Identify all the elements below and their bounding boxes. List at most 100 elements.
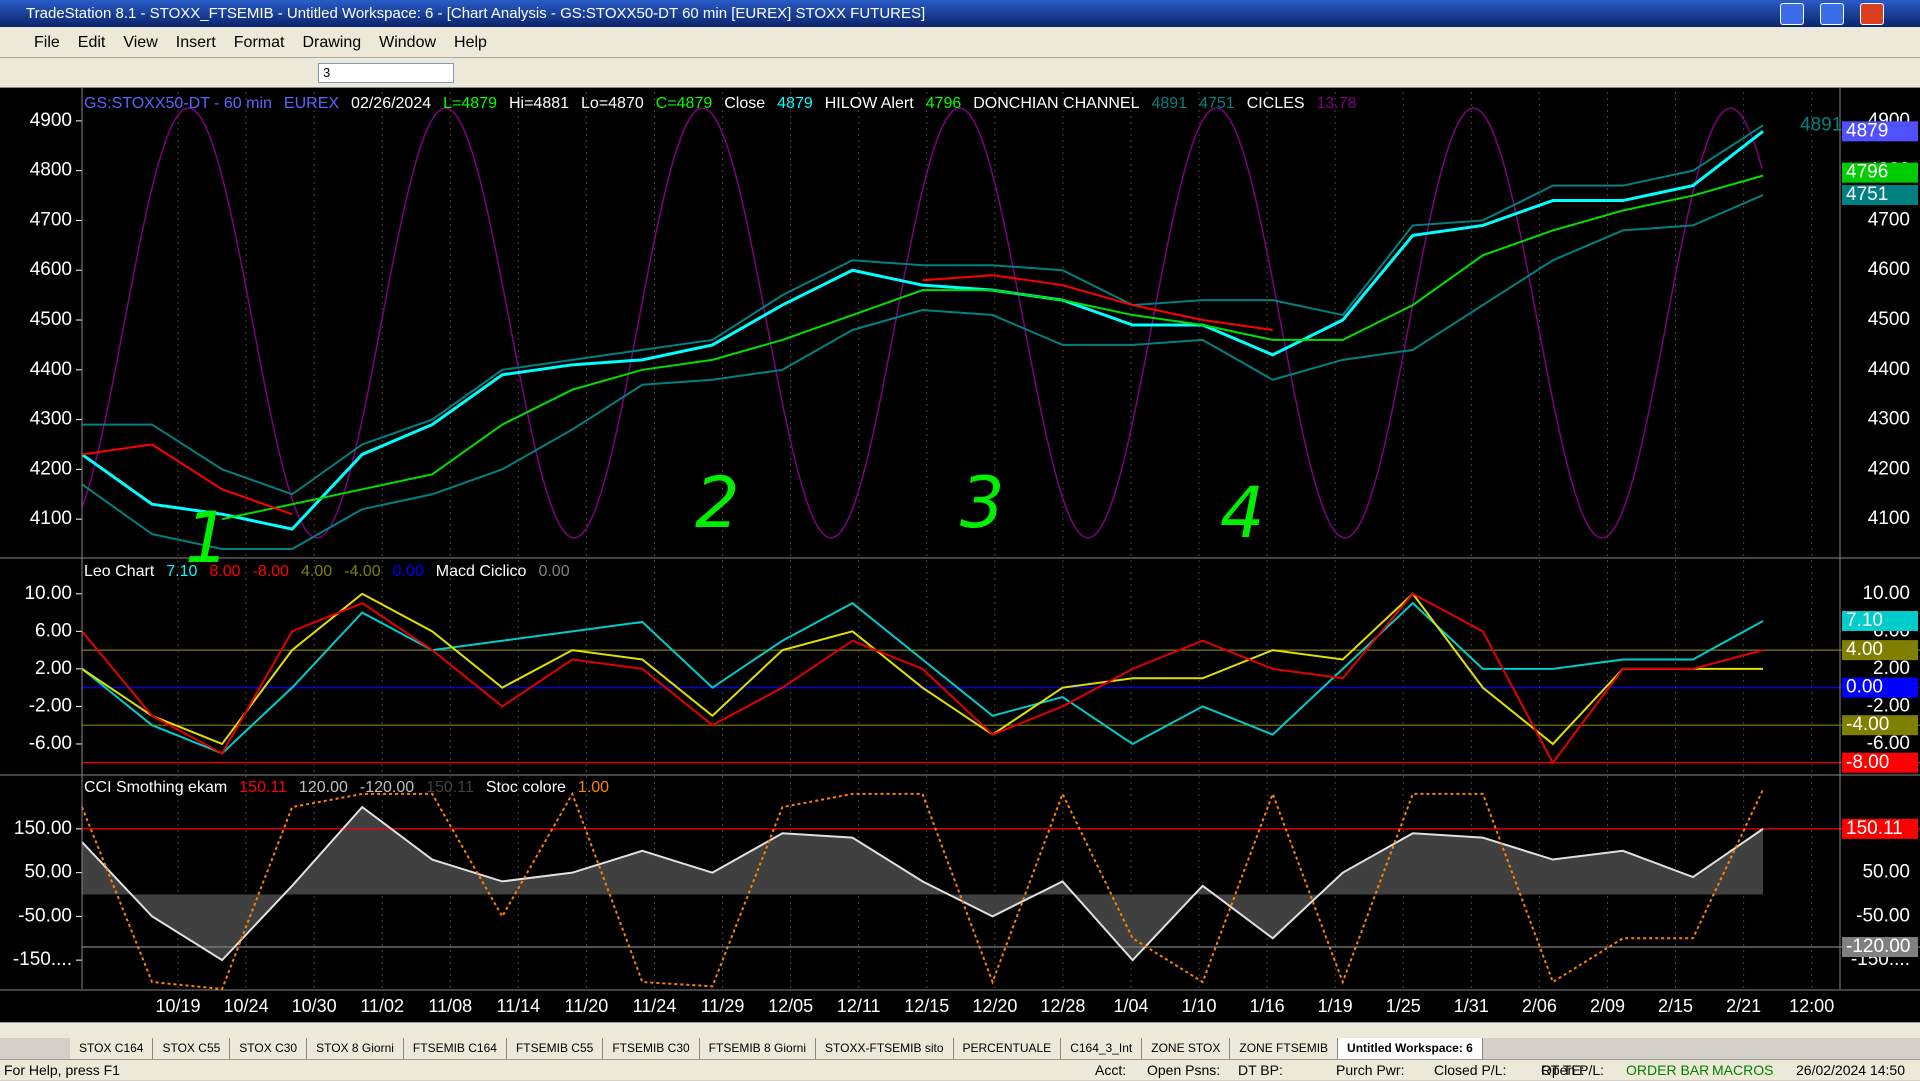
- y-tick-label: 4100: [30, 508, 72, 529]
- menu-item[interactable]: Window: [379, 34, 437, 51]
- hand-annotation: 1: [185, 497, 230, 579]
- cci-area: [82, 807, 1763, 961]
- value-flag-label: -120.00: [1846, 936, 1910, 957]
- menu-item[interactable]: Edit: [77, 34, 106, 51]
- y-tick-label: 4600: [30, 259, 72, 280]
- menu-item[interactable]: Drawing: [302, 34, 362, 51]
- y-tick-label: 4900: [30, 110, 72, 131]
- value-flag: [1842, 818, 1918, 839]
- y-tick-label: 2.00: [35, 658, 72, 679]
- date-label: 12/11: [837, 996, 881, 1016]
- title-bar: TradeStation 8.1 - STOXX_FTSEMIB - Untit…: [0, 0, 1920, 27]
- panel-legend-item: 4796: [926, 95, 962, 112]
- panel-legend-item: 13.78: [1316, 95, 1356, 112]
- y-tick-label: 150.00: [14, 818, 72, 839]
- date-label: 1/31: [1454, 996, 1489, 1016]
- y-tick-label: 4700: [30, 209, 72, 230]
- date-label: 12/15: [904, 996, 949, 1016]
- value-flag: [1842, 937, 1918, 958]
- workspace-tab[interactable]: STOX C164: [70, 1038, 154, 1059]
- workspace-tab[interactable]: FTSEMIB 8 Giorni: [699, 1038, 817, 1059]
- date-label: 10/19: [155, 996, 200, 1016]
- y-tick-label-right: 4200: [1868, 458, 1910, 479]
- toolbar-combo[interactable]: 3: [318, 63, 454, 83]
- panel-legend-item: 4891: [1152, 95, 1188, 112]
- panel-legend-item: 4751: [1199, 95, 1235, 112]
- series-line: [221, 174, 1764, 521]
- series-line: [81, 592, 1763, 746]
- y-tick-label-right: 4500: [1868, 309, 1910, 330]
- y-tick-label-right: -6.00: [1867, 733, 1910, 754]
- value-flag-label: -8.00: [1846, 752, 1889, 773]
- status-item: Purch Pwr:: [1336, 1062, 1405, 1078]
- panel-legend-item: 150.11: [239, 779, 287, 796]
- panel-legend-item: 4879: [777, 95, 813, 112]
- y-tick-label: -2.00: [29, 695, 72, 716]
- menu-item[interactable]: Help: [454, 34, 487, 51]
- menu-item[interactable]: View: [123, 34, 158, 51]
- value-flag: [1842, 752, 1918, 773]
- series-line: [81, 805, 1764, 962]
- workspace-tab[interactable]: STOX 8 Giorni: [307, 1038, 404, 1059]
- hand-annotation: 3: [960, 462, 1005, 544]
- workspace-tabs: STOX C164 STOX C55 STOX C30 STOX 8 Giorni FT…: [0, 1038, 1920, 1059]
- value-flag: [1842, 611, 1918, 632]
- panel-legend-item: HILOW Alert: [825, 95, 914, 112]
- y-tick-label: -6.00: [29, 733, 72, 754]
- y-tick-label: 4200: [30, 458, 72, 479]
- y-tick-label: -50.00: [18, 905, 72, 926]
- y-tick-label-right: -50.00: [1856, 905, 1910, 926]
- status-item: RT TE:: [1541, 1062, 1585, 1078]
- menu-bar: File Edit View Insert Format Drawing Window Hel…: [0, 27, 1920, 58]
- menu-item[interactable]: Insert: [175, 34, 216, 51]
- value-flag-label: 7.10: [1846, 610, 1883, 631]
- workspace-tab[interactable]: C164_3_Int: [1061, 1038, 1143, 1059]
- workspace-tab[interactable]: FTSEMIB C164: [403, 1038, 507, 1059]
- workspace-tab[interactable]: ZONE FTSEMIB: [1230, 1038, 1339, 1059]
- date-label: 12/28: [1040, 996, 1085, 1016]
- series-line: [81, 194, 1764, 551]
- close-button[interactable]: [1860, 3, 1884, 25]
- workspace-tab[interactable]: PERCENTUALE: [953, 1038, 1062, 1059]
- menu-item[interactable]: File: [34, 34, 60, 51]
- workspace-tab[interactable]: STOX C55: [153, 1038, 231, 1059]
- workspace-tab[interactable]: ZONE STOX: [1142, 1038, 1231, 1059]
- workspace-tab[interactable]: STOXX-FTSEMIB sito: [816, 1038, 954, 1059]
- panel-legend-item: DONCHIAN CHANNEL: [973, 95, 1139, 112]
- panel-legend-item: 120.00: [299, 779, 348, 796]
- value-flag-label: 0.00: [1846, 677, 1883, 698]
- series-line: [81, 274, 1273, 516]
- status-item: For Help, press F1: [4, 1062, 120, 1078]
- date-label: 10/24: [224, 996, 269, 1016]
- status-item: MACROS: [1712, 1062, 1774, 1078]
- maximize-button[interactable]: [1820, 3, 1844, 25]
- y-tick-label: 6.00: [35, 620, 72, 641]
- cycle-line: [81, 107, 1763, 539]
- scrollbar[interactable]: [0, 1022, 1920, 1038]
- workspace-tab[interactable]: Untitled Workspace: 6: [1338, 1038, 1483, 1059]
- y-tick-label-right: 4400: [1868, 359, 1910, 380]
- panel-legend-item: 4.00: [301, 563, 332, 580]
- status-item: Open Psns:: [1147, 1062, 1221, 1078]
- minimize-button[interactable]: [1780, 3, 1804, 25]
- value-flag-label: 4751: [1846, 184, 1888, 205]
- status-item: Acct:: [1095, 1062, 1127, 1078]
- value-flag: [1842, 677, 1918, 698]
- date-label: 10/30: [292, 996, 337, 1016]
- series-line: [81, 601, 1764, 755]
- status-bar: For Help, press F1 Acct: Open Psns: DT BP: P…: [0, 1059, 1920, 1080]
- date-label: 12/05: [768, 996, 813, 1016]
- panel-legend-item: 02/26/2024: [351, 95, 431, 112]
- workspace-tab[interactable]: STOX C30: [230, 1038, 308, 1059]
- y-tick-label-right: 4100: [1868, 508, 1910, 529]
- workspace-tab[interactable]: FTSEMIB C30: [603, 1038, 700, 1059]
- date-label: 1/19: [1318, 996, 1353, 1016]
- workspace-tab[interactable]: FTSEMIB C55: [506, 1038, 604, 1059]
- panel-legend-item: C=4879: [656, 95, 713, 112]
- date-label: 2/06: [1522, 996, 1557, 1016]
- series-line: [81, 789, 1764, 991]
- series-line: [81, 130, 1764, 531]
- menu-item[interactable]: Format: [233, 34, 285, 51]
- panel-legend-item: Stoc colore: [486, 779, 566, 796]
- y-tick-label-right: 4700: [1868, 209, 1910, 230]
